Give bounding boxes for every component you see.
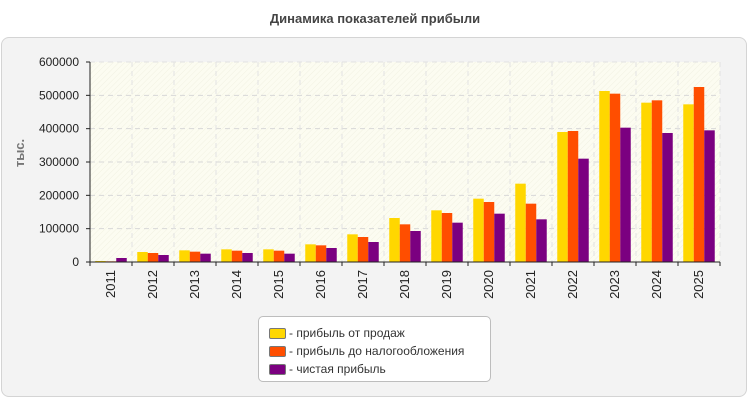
x-tick-labels: 2011 2012 2013 2014 2015 2016 2017 2018 2019 2020…: [103, 270, 706, 299]
bar: [662, 133, 673, 262]
legend-label: - чистая прибыль: [289, 362, 386, 376]
x-tick-label: 2017: [355, 270, 370, 299]
bar: [326, 248, 337, 262]
y-axis-label: тыс.: [12, 139, 27, 167]
legend-swatch: [269, 345, 286, 357]
bar: [599, 91, 610, 262]
bar: [683, 104, 694, 262]
bar: [221, 249, 232, 262]
y-tick-label: 100000: [39, 222, 79, 236]
bar: [483, 202, 495, 262]
x-tick-label: 2018: [397, 270, 412, 299]
bar: [357, 237, 369, 262]
legend: - прибыль от продаж - прибыль до налогоо…: [258, 316, 491, 382]
y-tick-label: 600000: [39, 55, 79, 69]
bar: [515, 183, 526, 262]
x-tick-label: 2012: [145, 270, 160, 299]
bar: [452, 222, 463, 262]
y-tick-labels: 0 100000 200000 300000 400000 500000 600000: [39, 55, 79, 269]
x-tick-label: 2016: [313, 270, 328, 299]
bar: [494, 213, 505, 262]
bar: [536, 219, 547, 262]
bar: [263, 249, 274, 262]
x-tick-label: 2013: [187, 270, 202, 299]
bar: [284, 253, 295, 262]
x-tick-label: 2023: [607, 270, 622, 299]
bar: [567, 131, 579, 262]
chart-title: Динамика показателей прибыли: [269, 11, 481, 26]
legend-item-sales-profit: - прибыль от продаж: [269, 324, 490, 342]
bar: [399, 224, 411, 262]
x-tick-label: 2019: [439, 270, 454, 299]
x-tick-label: 2021: [523, 270, 538, 299]
bar: [189, 251, 201, 262]
x-tick-label: 2015: [271, 270, 286, 299]
x-tick-label: 2020: [481, 270, 496, 299]
legend-item-net-profit: - чистая прибыль: [269, 360, 490, 378]
legend-item-pretax-profit: - прибыль до налогообложения: [269, 342, 490, 360]
bar: [347, 234, 358, 262]
bar: [441, 213, 453, 262]
bar: [410, 231, 421, 262]
bar: [242, 253, 253, 262]
bar: [200, 253, 211, 262]
x-tick-label: 2025: [691, 270, 706, 299]
legend-label: - прибыль от продаж: [289, 326, 405, 340]
y-tick-label: 0: [72, 255, 79, 269]
y-tick-label: 200000: [39, 188, 79, 202]
bar: [315, 245, 327, 262]
y-tick-label: 300000: [39, 155, 79, 169]
bar: [641, 102, 652, 262]
bar: [693, 87, 705, 262]
bar: [473, 198, 484, 262]
bar: [158, 255, 169, 262]
x-tick-label: 2022: [565, 270, 580, 299]
bar: [273, 250, 285, 262]
legend-swatch: [269, 327, 286, 339]
bar: [231, 250, 243, 262]
x-tick-label: 2014: [229, 270, 244, 299]
bar: [116, 258, 127, 262]
legend-swatch: [269, 363, 286, 375]
bar: [620, 127, 631, 262]
bar: [525, 203, 537, 262]
bar: [305, 244, 316, 262]
bars: [95, 87, 715, 262]
bar: [578, 158, 589, 262]
bar: [147, 253, 159, 262]
bar: [431, 210, 442, 262]
axes: [86, 61, 721, 266]
x-tick-label: 2011: [103, 270, 118, 298]
bar: [609, 93, 621, 262]
y-tick-label: 500000: [39, 88, 79, 102]
bar: [179, 250, 190, 262]
y-tick-label: 400000: [39, 122, 79, 136]
bar: [137, 252, 148, 262]
bar: [704, 130, 715, 262]
bar: [389, 218, 400, 262]
legend-label: - прибыль до налогообложения: [289, 344, 465, 358]
x-tick-label: 2024: [649, 270, 664, 299]
bar: [368, 242, 379, 262]
bar: [651, 100, 663, 262]
bar: [557, 132, 568, 262]
